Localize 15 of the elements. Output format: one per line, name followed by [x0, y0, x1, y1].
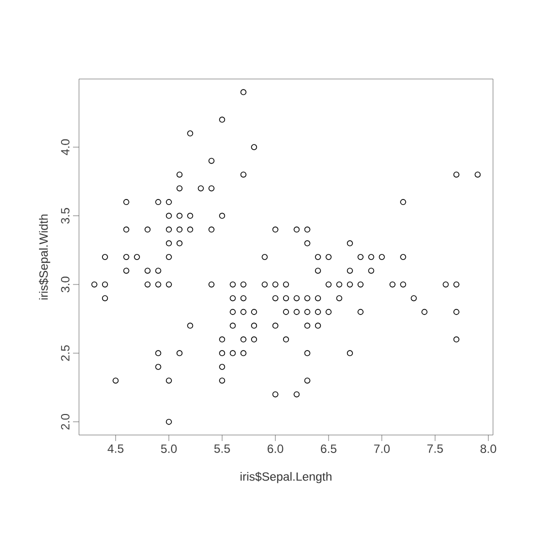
- y-tick-label: 2.5: [61, 345, 70, 361]
- x-tick-label: 8.0: [480, 444, 496, 453]
- x-tick-label: 6.5: [320, 444, 336, 453]
- y-axis-title: iris$Sepal.Width: [38, 214, 50, 300]
- x-tick-label: 6.0: [268, 444, 284, 453]
- x-tick-label: 4.5: [108, 444, 124, 453]
- y-tick-label: 4.0: [61, 139, 70, 156]
- x-tick-label: 7.5: [427, 444, 443, 453]
- x-tick-label: 7.0: [374, 444, 390, 453]
- y-tick-label: 3.0: [61, 276, 70, 292]
- x-tick-label: 5.5: [214, 444, 230, 453]
- y-tick-label: 2.0: [61, 414, 70, 430]
- x-axis-title: iris$Sepal.Length: [240, 472, 332, 484]
- y-tick-label: 3.5: [61, 208, 70, 224]
- x-tick-label: 5.0: [161, 444, 177, 453]
